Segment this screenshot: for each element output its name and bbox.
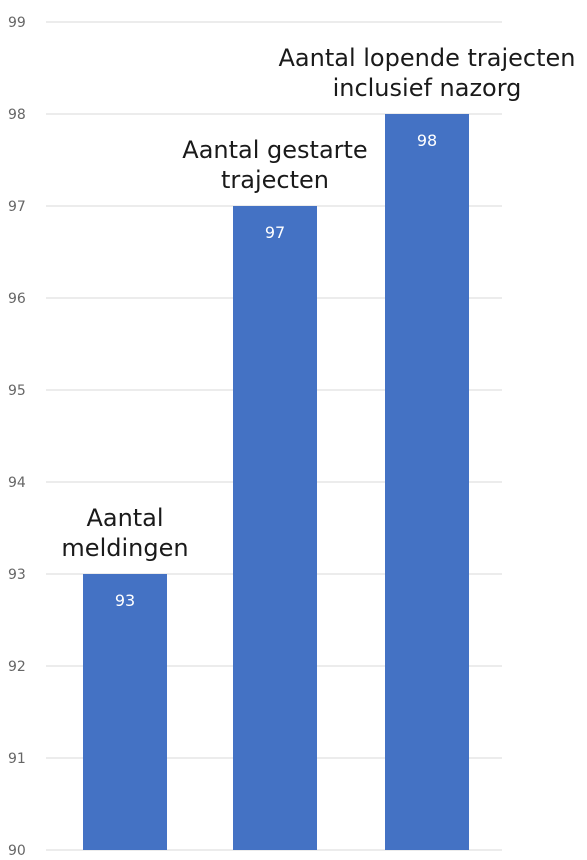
category-label: Aantal lopende trajecten inclusief nazorg <box>279 44 576 102</box>
data-labels: 93 97 98 <box>115 131 437 610</box>
y-tick-label: 96 <box>8 291 26 307</box>
data-label: 93 <box>115 591 135 610</box>
data-label: 98 <box>417 131 437 150</box>
y-tick-label: 90 <box>8 843 26 859</box>
category-label: Aantal gestarte trajecten <box>182 136 367 194</box>
y-tick-label: 94 <box>8 475 26 491</box>
y-tick-label: 95 <box>8 383 26 399</box>
bar <box>83 574 167 850</box>
y-tick-label: 92 <box>8 659 26 675</box>
bar <box>385 114 469 850</box>
category-label: Aantal meldingen <box>61 504 188 562</box>
category-labels: Aantal meldingen Aantal gestarte trajecten A… <box>61 44 575 562</box>
y-tick-label: 99 <box>8 15 26 31</box>
bar <box>233 206 317 850</box>
y-tick-label: 98 <box>8 107 26 123</box>
data-label: 97 <box>265 223 285 242</box>
bars <box>83 114 469 850</box>
y-tick-label: 91 <box>8 751 26 767</box>
y-axis-ticks: 90 91 92 93 94 95 96 97 98 99 <box>8 15 26 859</box>
y-tick-label: 97 <box>8 199 26 215</box>
y-tick-label: 93 <box>8 567 26 583</box>
